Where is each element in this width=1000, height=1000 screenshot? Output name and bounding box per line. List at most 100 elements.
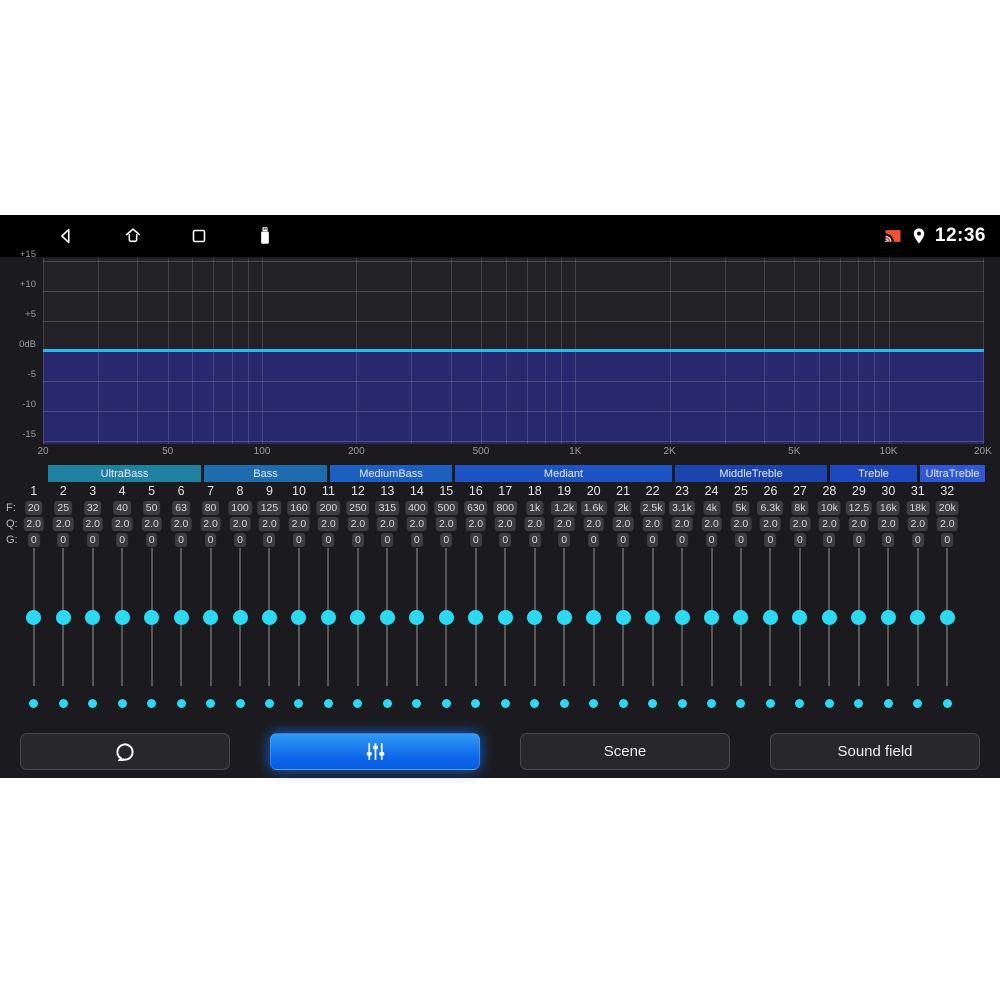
band-indicator-dot[interactable] [471, 699, 481, 708]
band-indicator-dot[interactable] [441, 699, 451, 708]
freq-value-chip[interactable]: 5k [732, 501, 750, 515]
scene-button[interactable]: Scene [520, 733, 730, 770]
gain-slider-knob[interactable] [350, 610, 366, 625]
gain-value-chip[interactable]: 0 [676, 533, 688, 547]
band-indicator-dot[interactable] [530, 699, 540, 708]
gain-slider-knob[interactable] [880, 610, 896, 625]
q-value-chip[interactable]: 2.0 [936, 517, 958, 531]
gain-value-chip[interactable]: 0 [263, 533, 276, 547]
freq-value-chip[interactable]: 125 [257, 501, 282, 515]
freq-value-chip[interactable]: 500 [434, 501, 459, 515]
gain-value-chip[interactable]: 0 [705, 533, 718, 547]
gain-slider-knob[interactable] [497, 610, 513, 625]
band-indicator-dot[interactable] [382, 699, 392, 708]
freq-value-chip[interactable]: 12.5 [845, 501, 873, 515]
q-value-chip[interactable]: 2.0 [907, 517, 929, 531]
gain-slider-knob[interactable] [733, 610, 749, 625]
gain-value-chip[interactable]: 0 [735, 533, 747, 547]
gain-slider-knob[interactable] [232, 610, 248, 625]
gain-value-chip[interactable]: 0 [558, 533, 571, 547]
band-indicator-dot[interactable] [58, 699, 68, 708]
band-segment-treble[interactable]: Treble [830, 465, 917, 482]
band-indicator-dot[interactable] [29, 699, 39, 708]
gain-slider-knob[interactable] [704, 610, 720, 625]
band-segment-middletreble[interactable]: MiddleTreble [675, 465, 827, 482]
freq-value-chip[interactable]: 1k [526, 501, 544, 515]
gain-value-chip[interactable]: 0 [381, 533, 394, 547]
gain-slider-knob[interactable] [379, 610, 395, 625]
q-value-chip[interactable]: 2.0 [878, 517, 899, 531]
freq-value-chip[interactable]: 20k [935, 501, 959, 515]
equalizer-button[interactable] [270, 733, 480, 770]
q-value-chip[interactable]: 2.0 [377, 517, 398, 531]
gain-value-chip[interactable]: 0 [204, 533, 217, 547]
gain-slider-knob[interactable] [261, 610, 277, 625]
gain-value-chip[interactable]: 0 [145, 533, 158, 547]
q-value-chip[interactable]: 2.0 [819, 517, 840, 531]
gain-value-chip[interactable]: 0 [440, 533, 453, 547]
gain-value-chip[interactable]: 0 [86, 533, 99, 547]
gain-value-chip[interactable]: 0 [234, 533, 246, 547]
q-value-chip[interactable]: 2.0 [229, 517, 251, 531]
q-value-chip[interactable]: 2.0 [111, 517, 133, 531]
band-segment-mediumbass[interactable]: MediumBass [330, 465, 452, 482]
gain-slider-knob[interactable] [26, 610, 42, 625]
freq-value-chip[interactable]: 100 [228, 501, 252, 515]
q-value-chip[interactable]: 2.0 [465, 517, 487, 531]
gain-value-chip[interactable]: 0 [410, 533, 423, 547]
band-indicator-dot[interactable] [648, 699, 658, 708]
band-indicator-dot[interactable] [795, 699, 805, 708]
gain-slider-knob[interactable] [821, 610, 837, 625]
gain-value-chip[interactable]: 0 [941, 533, 954, 547]
freq-value-chip[interactable]: 250 [346, 501, 370, 515]
band-indicator-dot[interactable] [264, 699, 274, 708]
freq-value-chip[interactable]: 630 [464, 501, 488, 515]
freq-value-chip[interactable]: 40 [113, 501, 131, 515]
gain-slider-knob[interactable] [203, 610, 219, 625]
band-segment-mediant[interactable]: Mediant [455, 465, 672, 482]
band-indicator-dot[interactable] [117, 699, 127, 708]
band-indicator-dot[interactable] [412, 699, 422, 708]
band-segment-bass[interactable]: Bass [204, 465, 327, 482]
gain-slider-knob[interactable] [556, 610, 572, 625]
gain-value-chip[interactable]: 0 [617, 533, 630, 547]
band-indicator-dot[interactable] [736, 699, 746, 708]
gain-slider-knob[interactable] [586, 610, 602, 625]
gain-value-chip[interactable]: 0 [351, 533, 364, 547]
q-value-chip[interactable]: 2.0 [553, 517, 575, 531]
q-value-chip[interactable]: 2.0 [318, 517, 339, 531]
q-value-chip[interactable]: 2.0 [23, 517, 45, 531]
band-indicator-dot[interactable] [913, 699, 923, 708]
band-indicator-dot[interactable] [176, 699, 186, 708]
gain-slider-knob[interactable] [114, 610, 130, 625]
gain-value-chip[interactable]: 0 [469, 533, 482, 547]
gain-value-chip[interactable]: 0 [116, 533, 129, 547]
q-value-chip[interactable]: 2.0 [612, 517, 634, 531]
q-value-chip[interactable]: 2.0 [435, 517, 457, 531]
band-segment-ultrabass[interactable]: UltraBass [48, 465, 201, 482]
freq-value-chip[interactable]: 6.3k [757, 501, 784, 515]
gain-value-chip[interactable]: 0 [852, 533, 865, 547]
q-value-chip[interactable]: 2.0 [760, 517, 781, 531]
q-value-chip[interactable]: 2.0 [642, 517, 663, 531]
gain-slider-knob[interactable] [173, 610, 189, 625]
freq-value-chip[interactable]: 200 [316, 501, 341, 515]
q-value-chip[interactable]: 2.0 [848, 517, 870, 531]
q-value-chip[interactable]: 2.0 [288, 517, 310, 531]
band-indicator-dot[interactable] [88, 699, 98, 708]
gain-slider-knob[interactable] [409, 610, 425, 625]
gain-slider-knob[interactable] [144, 610, 160, 625]
band-indicator-dot[interactable] [707, 699, 717, 708]
band-indicator-dot[interactable] [854, 699, 864, 708]
band-indicator-dot[interactable] [559, 699, 569, 708]
gain-value-chip[interactable]: 0 [911, 533, 924, 547]
q-value-chip[interactable]: 2.0 [789, 517, 811, 531]
freq-value-chip[interactable]: 800 [493, 501, 517, 515]
freq-value-chip[interactable]: 4k [702, 501, 721, 515]
gain-value-chip[interactable]: 0 [528, 533, 541, 547]
gain-slider-knob[interactable] [910, 610, 926, 625]
q-value-chip[interactable]: 2.0 [82, 517, 103, 531]
back-icon[interactable] [55, 225, 77, 247]
band-indicator-dot[interactable] [206, 699, 216, 708]
gain-slider-knob[interactable] [645, 610, 661, 625]
